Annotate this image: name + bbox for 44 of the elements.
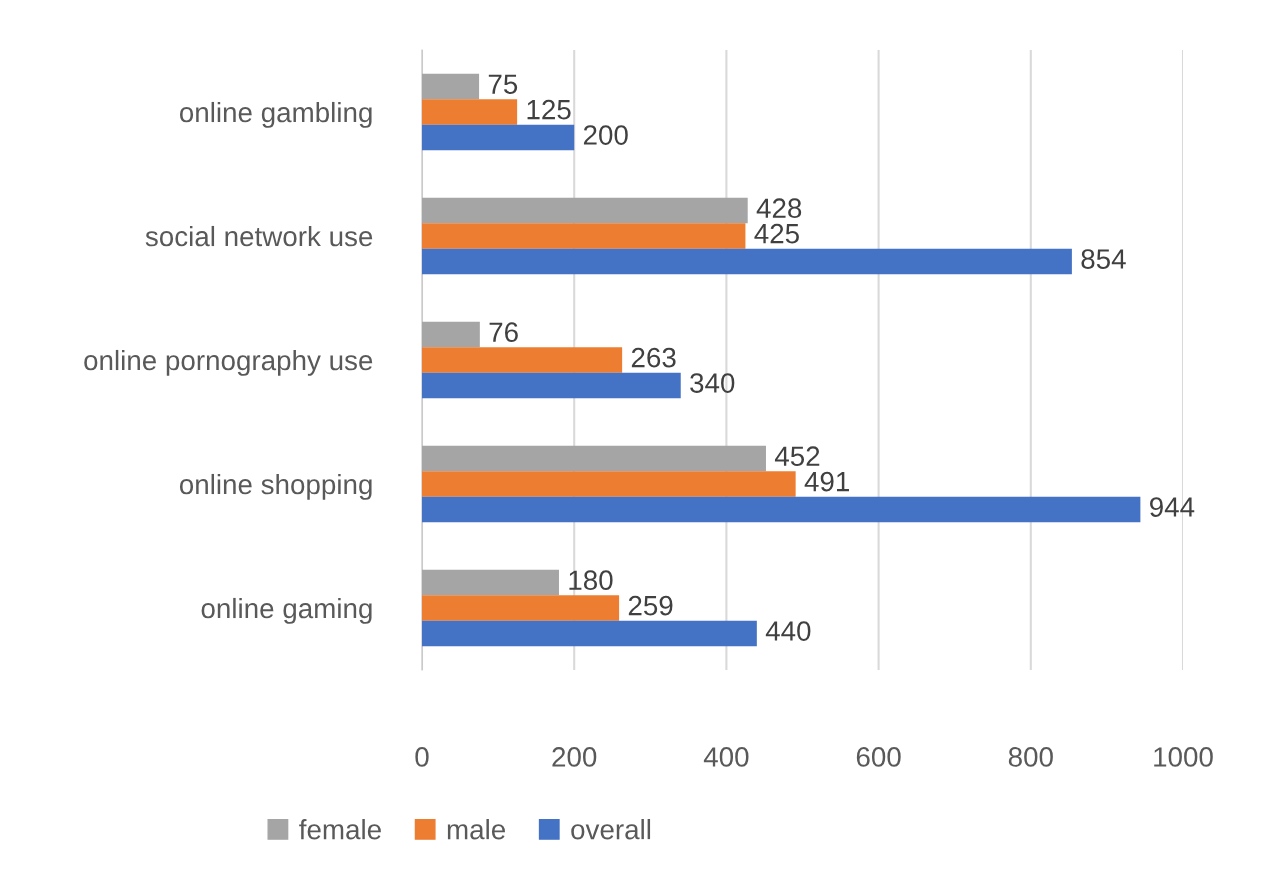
x-tick-label: 0 (415, 747, 429, 767)
y-tick-label: social network use (145, 225, 373, 247)
data-label: 180 (569, 570, 613, 591)
bar (422, 595, 620, 621)
legend-label: male (447, 819, 505, 840)
y-tick-label: online shopping (179, 473, 372, 500)
data-label: 263 (631, 347, 676, 368)
bar (422, 321, 480, 348)
bar (422, 372, 681, 399)
data-label: 944 (1150, 497, 1195, 517)
bar (422, 223, 746, 249)
data-label: 75 (488, 74, 518, 95)
bar (422, 347, 623, 373)
bar (422, 248, 1072, 275)
legend-label: female (299, 819, 381, 840)
y-tick-label: online gambling (179, 101, 372, 128)
x-tick-label: 600 (856, 747, 901, 767)
legend-label: overall (571, 819, 651, 840)
data-label: 76 (489, 322, 518, 343)
y-tick-label: online pornography use (84, 349, 373, 376)
bar (422, 569, 559, 596)
data-label: 200 (583, 125, 628, 145)
data-label: 440 (765, 621, 811, 641)
x-tick-label: 200 (552, 747, 597, 767)
bar (422, 124, 575, 151)
bar (422, 496, 1141, 523)
bar (422, 99, 518, 125)
x-tick-label: 400 (703, 747, 749, 767)
data-label: 854 (1081, 249, 1126, 269)
data-label: 491 (804, 471, 849, 492)
data-label: 452 (774, 446, 820, 467)
bar (422, 197, 748, 224)
bar (422, 73, 480, 100)
data-label: 428 (756, 198, 802, 219)
bar (422, 471, 796, 497)
bar (422, 620, 757, 647)
data-label: 259 (628, 595, 673, 616)
data-label: 125 (527, 99, 571, 120)
data-label: 340 (690, 373, 735, 393)
data-label: 425 (754, 223, 799, 244)
bar (422, 445, 766, 472)
y-tick-label: online gaming (201, 597, 372, 624)
x-tick-label: 1000 (1154, 747, 1213, 767)
x-tick-label: 800 (1008, 747, 1053, 767)
